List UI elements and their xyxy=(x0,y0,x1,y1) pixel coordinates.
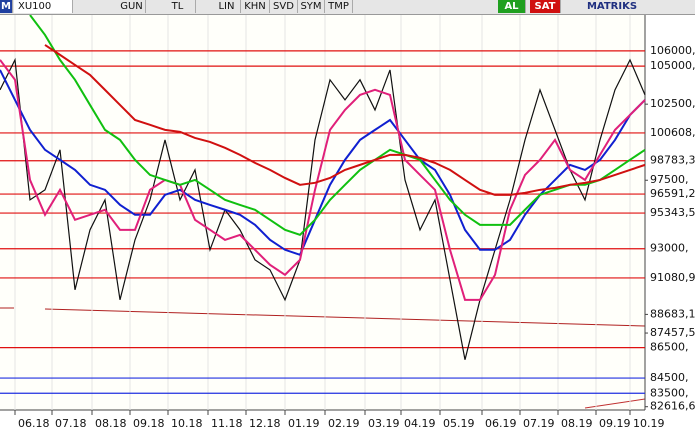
button[interactable]: LIN xyxy=(213,0,241,13)
series-line xyxy=(29,15,646,237)
buy-button[interactable]: AL xyxy=(498,0,526,13)
level-label: 106000, xyxy=(650,44,695,57)
x-tick-label: 08.18 xyxy=(95,417,127,430)
x-tick-label: 09.19 xyxy=(599,417,631,430)
level-label: 91080,9 xyxy=(650,271,695,284)
y-tick-label: 82616,6 xyxy=(650,400,695,413)
series-line xyxy=(0,59,646,301)
trend-line xyxy=(44,308,646,327)
symbol[interactable]: XU100 xyxy=(14,0,73,13)
x-tick-label: 03.19 xyxy=(368,417,400,430)
x-tick-label: 02.19 xyxy=(328,417,360,430)
x-tick-label: 10.18 xyxy=(171,417,203,430)
level-label: 96591,2 xyxy=(650,187,695,200)
y-tick-label: 88683,1 xyxy=(650,307,695,320)
level-label: 105000, xyxy=(650,59,695,72)
x-tick-label: 04.19 xyxy=(404,417,436,430)
button[interactable]: TL xyxy=(160,0,196,13)
x-tick-label: 06.18 xyxy=(18,417,50,430)
x-tick-label: 10.19 xyxy=(633,417,665,430)
sell-button[interactable]: SAT xyxy=(530,0,561,13)
brand: MATRIKS xyxy=(586,1,638,12)
x-tick-label: 07.19 xyxy=(523,417,555,430)
button[interactable]: TMP xyxy=(325,0,353,13)
x-tick-label: 07.18 xyxy=(55,417,87,430)
x-tick-label: 05.19 xyxy=(443,417,475,430)
level-label: 98783,3 xyxy=(650,154,695,167)
y-tick-label: 87457,5 xyxy=(650,326,695,339)
button[interactable]: KHN xyxy=(241,0,270,13)
button[interactable]: SYM xyxy=(298,0,325,13)
trend-line xyxy=(584,398,646,409)
chart: 06.18 07.18 08.18 09.18 10.18 11.18 12.18 01.19… xyxy=(0,15,695,430)
toolbar: M XU100 GUN TL LIN KHN SVD SYM TMP AL SA… xyxy=(0,0,695,15)
level-label: 100608, xyxy=(650,126,695,139)
button[interactable]: GUN xyxy=(118,0,146,13)
x-tick-label: 09.18 xyxy=(133,417,165,430)
x-tick-label: 08.19 xyxy=(561,417,593,430)
x-tick-label: 06.19 xyxy=(485,417,517,430)
y-tick-label: 102500, xyxy=(650,97,695,110)
y-tick-label: 97500, xyxy=(650,173,689,186)
button[interactable]: SVD xyxy=(270,0,298,13)
level-label: 93000, xyxy=(650,242,689,255)
logo[interactable]: M xyxy=(0,0,13,13)
x-tick-label: 01.19 xyxy=(288,417,320,430)
level-label: 84500, xyxy=(650,371,689,384)
level-label: 95343,5 xyxy=(650,206,695,219)
series-line xyxy=(0,57,646,360)
x-tick-label: 12.18 xyxy=(249,417,281,430)
level-label: 86500, xyxy=(650,341,689,354)
x-tick-label: 11.18 xyxy=(211,417,243,430)
series-line xyxy=(44,44,646,196)
level-label: 83500, xyxy=(650,386,689,399)
